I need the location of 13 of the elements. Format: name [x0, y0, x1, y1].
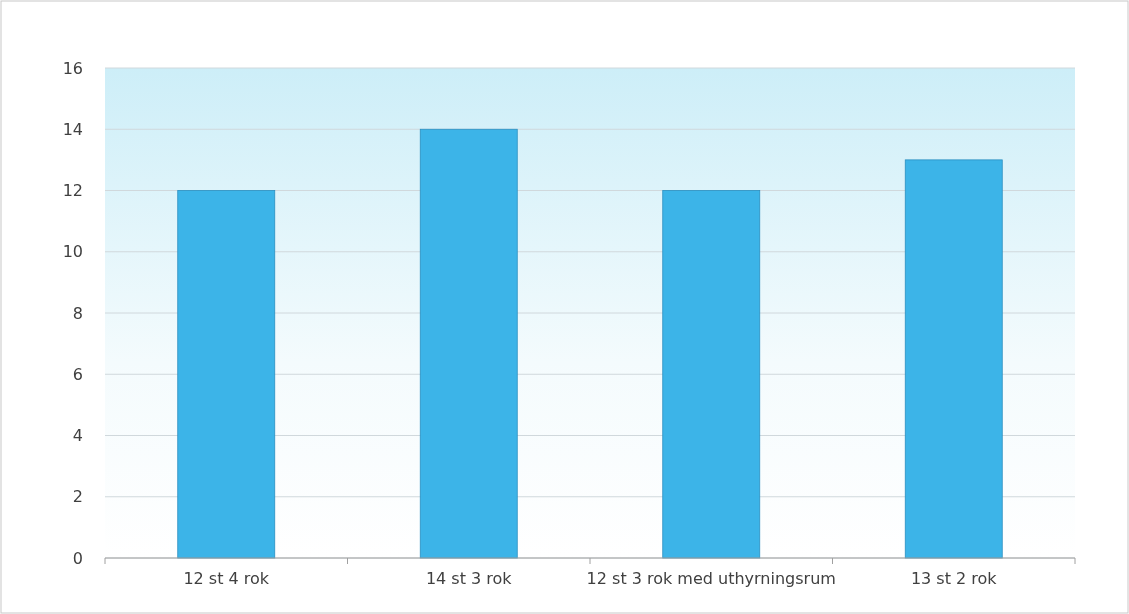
y-tick-label: 0 [72, 548, 83, 568]
x-tick-label: 12 st 4 rok [183, 569, 270, 588]
y-tick-label: 10 [62, 242, 83, 262]
x-tick-label: 12 st 3 rok med uthyrningsrum [586, 569, 836, 588]
y-tick-label: 16 [62, 58, 83, 78]
y-tick-label: 14 [62, 119, 83, 139]
y-tick-label: 8 [72, 303, 83, 323]
x-tick-label: 14 st 3 rok [425, 569, 513, 588]
y-tick-label: 6 [72, 364, 83, 384]
y-tick-label: 2 [72, 487, 83, 507]
y-tick-label: 12 [62, 181, 83, 201]
y-tick-label: 4 [72, 426, 83, 446]
x-tick-label: 13 st 2 rok [910, 569, 998, 588]
